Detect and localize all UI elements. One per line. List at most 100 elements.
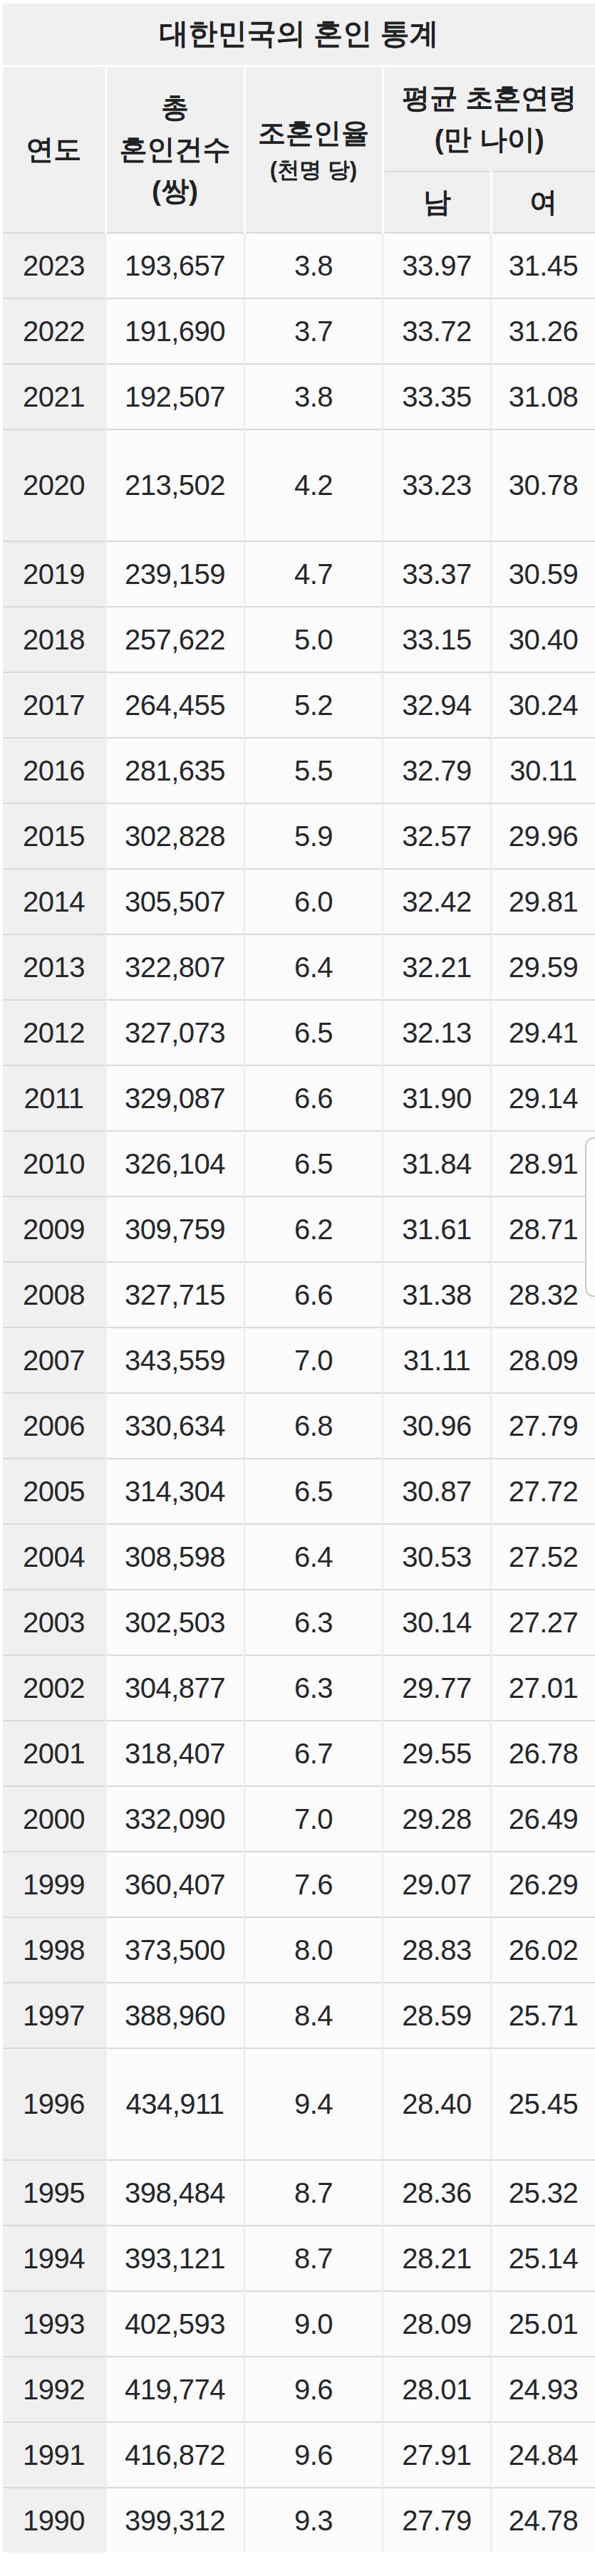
rate-cell: 6.8 <box>244 1393 383 1459</box>
rate-cell: 6.4 <box>244 934 383 1000</box>
male-age-cell: 27.91 <box>383 2422 491 2488</box>
rate-cell: 6.5 <box>244 1131 383 1196</box>
table-row: 2015302,8285.932.5729.96 <box>3 803 595 869</box>
female-age-cell: 25.14 <box>491 2226 595 2291</box>
female-age-cell: 25.45 <box>491 2048 595 2160</box>
table-row: 1995398,4848.728.3625.32 <box>3 2160 595 2226</box>
female-age-cell: 26.29 <box>491 1852 595 1917</box>
year-cell: 1999 <box>3 1852 105 1917</box>
rate-cell: 7.6 <box>244 1852 383 1917</box>
male-age-cell: 28.40 <box>383 2048 491 2160</box>
marriages-cell: 343,559 <box>105 1328 244 1393</box>
rate-cell: 4.2 <box>244 429 383 541</box>
rate-cell: 6.7 <box>244 1721 383 1786</box>
column-header-male: 남 <box>383 172 491 233</box>
rate-cell: 6.5 <box>244 1459 383 1524</box>
column-header-year-label: 연도 <box>3 129 105 171</box>
year-cell: 2016 <box>3 738 105 803</box>
table-row: 2017264,4555.232.9430.24 <box>3 672 595 738</box>
table-header: 대한민국의 혼인 통계 연도 총 혼인건수 (쌍) 조혼인율 (천명 당) 평균… <box>3 4 595 233</box>
year-cell: 2014 <box>3 869 105 934</box>
marriages-cell: 191,690 <box>105 298 244 364</box>
rate-cell: 5.5 <box>244 738 383 803</box>
female-age-cell: 25.71 <box>491 1983 595 2048</box>
marriages-cell: 416,872 <box>105 2422 244 2488</box>
year-cell: 2013 <box>3 934 105 1000</box>
marriages-cell: 327,073 <box>105 1000 244 1065</box>
rate-cell: 8.0 <box>244 1917 383 1983</box>
marriages-cell: 398,484 <box>105 2160 244 2226</box>
marriages-cell: 281,635 <box>105 738 244 803</box>
table-row: 2002304,8776.329.7727.01 <box>3 1655 595 1721</box>
table-row: 2001318,4076.729.5526.78 <box>3 1721 595 1786</box>
column-header-rate: 조혼인율 (천명 당) <box>244 66 383 234</box>
table-row: 2022191,6903.733.7231.26 <box>3 298 595 364</box>
table-body: 2023193,6573.833.9731.452022191,6903.733… <box>3 233 595 2552</box>
rate-cell: 8.4 <box>244 1983 383 2048</box>
table-row: 2013322,8076.432.2129.59 <box>3 934 595 1000</box>
table-row: 1998373,5008.028.8326.02 <box>3 1917 595 1983</box>
year-cell: 1997 <box>3 1983 105 2048</box>
marriages-cell: 257,622 <box>105 607 244 672</box>
year-cell: 2011 <box>3 1065 105 1131</box>
marriages-cell: 322,807 <box>105 934 244 1000</box>
rate-cell: 3.7 <box>244 298 383 364</box>
female-age-cell: 29.14 <box>491 1065 595 1131</box>
year-cell: 1993 <box>3 2291 105 2357</box>
male-age-cell: 32.13 <box>383 1000 491 1065</box>
table-row: 2018257,6225.033.1530.40 <box>3 607 595 672</box>
rate-cell: 6.4 <box>244 1524 383 1590</box>
column-header-female: 여 <box>491 172 595 233</box>
year-cell: 1990 <box>3 2488 105 2552</box>
male-age-cell: 28.83 <box>383 1917 491 1983</box>
table-row: 1992419,7749.628.0124.93 <box>3 2357 595 2422</box>
table-row: 2012327,0736.532.1329.41 <box>3 1000 595 1065</box>
male-age-cell: 28.09 <box>383 2291 491 2357</box>
female-age-cell: 31.45 <box>491 233 595 298</box>
female-age-cell: 27.27 <box>491 1590 595 1655</box>
year-cell: 2007 <box>3 1328 105 1393</box>
table-row: 2000332,0907.029.2826.49 <box>3 1786 595 1852</box>
marriages-cell: 314,304 <box>105 1459 244 1524</box>
year-cell: 2010 <box>3 1131 105 1196</box>
table-row: 2010326,1046.531.8428.91 <box>3 1131 595 1196</box>
rate-cell: 6.5 <box>244 1000 383 1065</box>
female-age-cell: 30.59 <box>491 541 595 607</box>
male-age-cell: 33.15 <box>383 607 491 672</box>
table-row: 2020213,5024.233.2330.78 <box>3 429 595 541</box>
rate-cell: 6.3 <box>244 1590 383 1655</box>
table-row: 1996434,9119.428.4025.45 <box>3 2048 595 2160</box>
female-age-cell: 26.78 <box>491 1721 595 1786</box>
female-age-cell: 30.24 <box>491 672 595 738</box>
male-age-cell: 33.37 <box>383 541 491 607</box>
female-age-cell: 31.26 <box>491 298 595 364</box>
rate-cell: 4.7 <box>244 541 383 607</box>
table-row: 1999360,4077.629.0726.29 <box>3 1852 595 1917</box>
scrollbar-thumb[interactable] <box>585 1137 595 1297</box>
table-row: 2004308,5986.430.5327.52 <box>3 1524 595 1590</box>
female-age-cell: 27.01 <box>491 1655 595 1721</box>
table-row: 2005314,3046.530.8727.72 <box>3 1459 595 1524</box>
male-age-cell: 32.79 <box>383 738 491 803</box>
table-row: 2023193,6573.833.9731.45 <box>3 233 595 298</box>
marriages-cell: 329,087 <box>105 1065 244 1131</box>
marriages-cell: 327,715 <box>105 1262 244 1328</box>
marriages-cell: 332,090 <box>105 1786 244 1852</box>
rate-cell: 6.6 <box>244 1262 383 1328</box>
table-row: 2008327,7156.631.3828.32 <box>3 1262 595 1328</box>
marriages-cell: 330,634 <box>105 1393 244 1459</box>
male-age-cell: 28.01 <box>383 2357 491 2422</box>
marriages-cell: 304,877 <box>105 1655 244 1721</box>
year-cell: 2006 <box>3 1393 105 1459</box>
female-age-cell: 25.32 <box>491 2160 595 2226</box>
female-age-cell: 28.71 <box>491 1196 595 1262</box>
marriages-cell: 402,593 <box>105 2291 244 2357</box>
rate-cell: 7.0 <box>244 1328 383 1393</box>
table-row: 2014305,5076.032.4229.81 <box>3 869 595 934</box>
marriages-cell: 239,159 <box>105 541 244 607</box>
year-cell: 2022 <box>3 298 105 364</box>
male-age-cell: 30.53 <box>383 1524 491 1590</box>
male-age-cell: 33.35 <box>383 364 491 429</box>
year-cell: 1995 <box>3 2160 105 2226</box>
rate-cell: 7.0 <box>244 1786 383 1852</box>
